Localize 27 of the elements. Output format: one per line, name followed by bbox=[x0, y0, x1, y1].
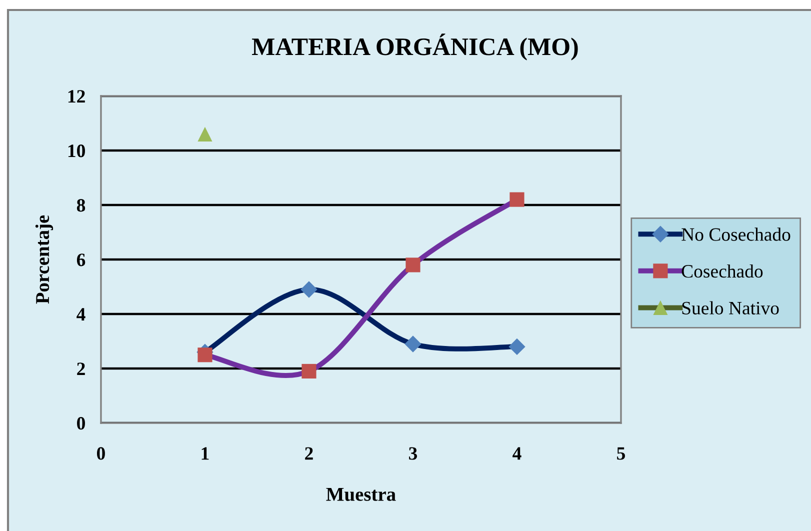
y-axis-title: Porcentaje bbox=[35, 215, 54, 304]
y-tick-label: 4 bbox=[76, 308, 86, 321]
y-tick-label: 0 bbox=[77, 417, 85, 430]
y-tick-label: 12 bbox=[68, 90, 85, 103]
x-tick-label: 3 bbox=[408, 447, 418, 460]
y-tick-label: 8 bbox=[76, 199, 86, 212]
point bbox=[302, 364, 316, 379]
chart-title: MATERIA ORGÁNICA (MO) bbox=[252, 34, 578, 60]
point bbox=[300, 281, 318, 298]
x-tick-label: 2 bbox=[305, 447, 313, 460]
point bbox=[406, 258, 420, 272]
point bbox=[404, 336, 422, 352]
y-tick-label: 2 bbox=[77, 362, 85, 375]
point bbox=[510, 192, 524, 207]
legend-label: Cosechado bbox=[682, 264, 763, 278]
x-tick-label: 0 bbox=[96, 447, 105, 460]
x-axis-title: Muestra bbox=[326, 488, 396, 501]
point bbox=[198, 126, 212, 142]
x-tick-label: 1 bbox=[202, 447, 209, 460]
y-tick-label: 6 bbox=[76, 254, 86, 266]
x-tick-label: 5 bbox=[617, 447, 625, 460]
y-tick-label: 10 bbox=[68, 144, 85, 158]
point bbox=[508, 338, 526, 356]
legend-label: No Cosechado bbox=[682, 228, 790, 241]
legend-label: Suelo Nativo bbox=[682, 301, 779, 314]
x-tick-label: 4 bbox=[512, 447, 522, 460]
point bbox=[198, 348, 212, 362]
